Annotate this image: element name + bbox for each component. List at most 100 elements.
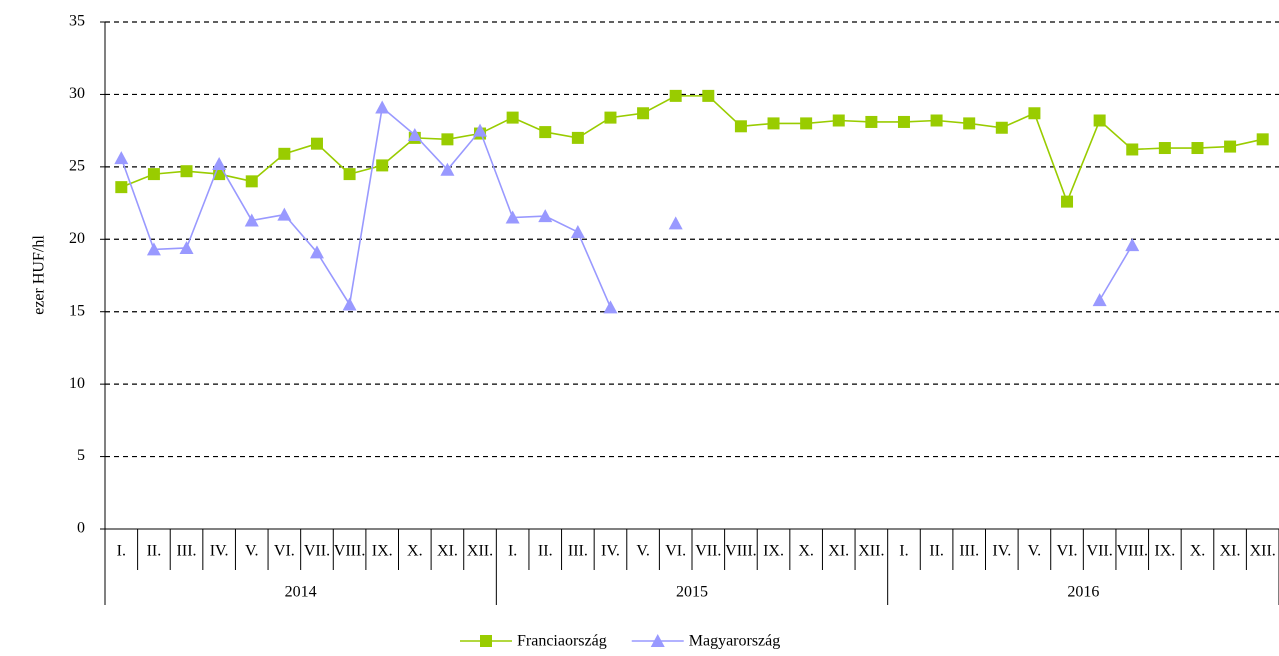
x-tick-label: I. — [899, 543, 908, 560]
marker — [1126, 143, 1139, 156]
x-tick-label: XII. — [467, 543, 493, 560]
marker — [668, 216, 683, 230]
marker — [650, 634, 665, 647]
marker — [179, 240, 194, 254]
x-tick-label: X. — [407, 543, 423, 560]
x-tick-label: I. — [117, 543, 126, 560]
x-tick-label: XI. — [437, 543, 458, 560]
marker — [310, 137, 323, 150]
x-tick-label: X. — [1190, 543, 1206, 560]
x-tick-label: VIII. — [334, 543, 366, 560]
marker — [1256, 133, 1269, 146]
series-line — [121, 95, 1263, 204]
x-tick-label: II. — [538, 543, 553, 560]
marker — [473, 123, 488, 137]
y-tick-label: 0 — [77, 520, 85, 537]
x-tick-label: IV. — [210, 543, 229, 560]
marker — [245, 175, 258, 188]
x-tick-label: VIII. — [725, 543, 757, 560]
x-tick-label: VII. — [304, 543, 330, 560]
marker — [375, 100, 390, 114]
y-tick-label: 30 — [69, 85, 85, 102]
x-tick-label: VI. — [665, 543, 686, 560]
x-tick-label: XI. — [828, 543, 849, 560]
marker — [571, 131, 584, 144]
marker — [342, 297, 357, 311]
marker — [1092, 293, 1107, 307]
marker — [604, 111, 617, 124]
y-tick-label: 10 — [69, 375, 85, 392]
x-tick-label: VI. — [1057, 543, 1078, 560]
x-tick-label: IX. — [1154, 543, 1175, 560]
legend-label: Franciaország — [517, 633, 607, 650]
marker — [147, 168, 160, 181]
y-tick-label: 15 — [69, 302, 85, 319]
marker — [1125, 238, 1140, 252]
x-tick-label: IV. — [601, 543, 620, 560]
x-tick-label: IV. — [992, 543, 1011, 560]
marker — [669, 89, 682, 102]
marker — [115, 181, 128, 194]
marker — [114, 151, 129, 165]
x-tick-label: IX. — [372, 543, 393, 560]
marker — [570, 225, 585, 239]
marker — [1158, 142, 1171, 155]
marker — [603, 300, 618, 314]
marker — [440, 162, 455, 176]
x-tick-label: II. — [929, 543, 944, 560]
x-tick-label: III. — [568, 543, 588, 560]
x-tick-label: X. — [798, 543, 814, 560]
x-tick-label: IX. — [763, 543, 784, 560]
marker — [539, 126, 552, 139]
year-label: 2015 — [676, 584, 708, 601]
marker — [407, 127, 422, 141]
y-tick-label: 25 — [69, 158, 85, 175]
marker — [376, 159, 389, 172]
marker — [506, 111, 519, 124]
x-tick-label: V. — [245, 543, 259, 560]
marker — [180, 165, 193, 178]
x-tick-label: II. — [147, 543, 162, 560]
series-line — [120, 105, 1133, 308]
marker — [538, 209, 553, 223]
year-label: 2014 — [285, 584, 317, 601]
marker — [146, 242, 161, 256]
marker — [441, 133, 454, 146]
x-tick-label: XI. — [1220, 543, 1241, 560]
marker — [734, 120, 747, 133]
marker — [309, 245, 324, 259]
y-axis-label: ezer HUF/hl — [31, 235, 48, 315]
y-tick-label: 20 — [69, 230, 85, 247]
marker — [637, 107, 650, 120]
x-tick-label: III. — [959, 543, 979, 560]
marker — [277, 207, 292, 221]
x-tick-label: V. — [1028, 543, 1042, 560]
year-label: 2016 — [1067, 584, 1099, 601]
marker — [1093, 114, 1106, 127]
marker — [832, 114, 845, 127]
marker — [1028, 107, 1041, 120]
marker — [702, 89, 715, 102]
y-tick-label: 35 — [69, 13, 85, 30]
x-tick-label: III. — [177, 543, 197, 560]
marker — [930, 114, 943, 127]
marker — [995, 121, 1008, 134]
marker — [1191, 142, 1204, 155]
marker — [343, 168, 356, 181]
marker — [1061, 195, 1074, 208]
x-tick-label: XII. — [858, 543, 884, 560]
x-tick-label: VI. — [274, 543, 295, 560]
x-tick-label: VII. — [695, 543, 721, 560]
x-tick-label: V. — [636, 543, 650, 560]
marker — [480, 635, 492, 647]
marker — [800, 117, 813, 130]
x-tick-label: VII. — [1087, 543, 1113, 560]
marker — [244, 213, 259, 227]
marker — [278, 147, 291, 160]
marker — [963, 117, 976, 130]
marker — [212, 156, 227, 170]
x-tick-label: XII. — [1250, 543, 1276, 560]
marker — [767, 117, 780, 130]
marker — [897, 115, 910, 128]
